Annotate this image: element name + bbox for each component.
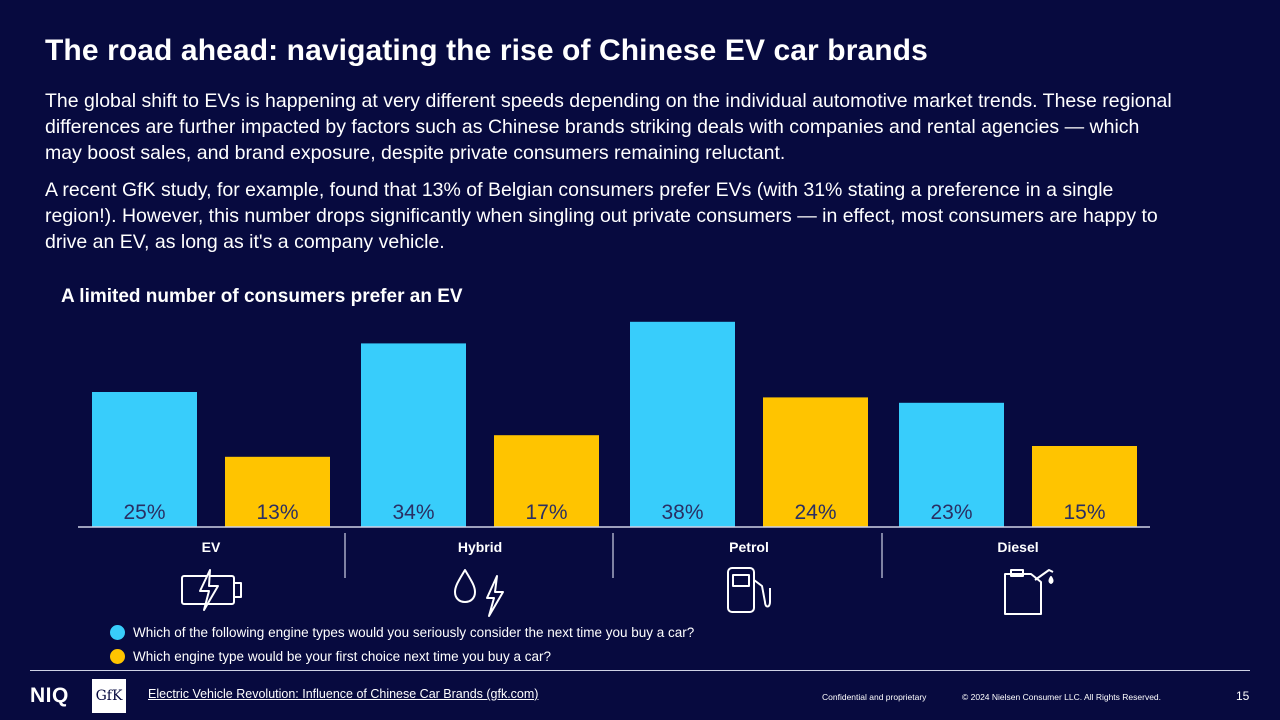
legend-swatch-consider <box>110 625 125 640</box>
battery-charging-icon <box>181 569 242 611</box>
copyright-note: © 2024 Nielsen Consumer LLC. All Rights … <box>962 692 1162 702</box>
data-label: 34% <box>392 501 434 524</box>
category-label-hybrid: Hybrid <box>458 539 502 555</box>
data-label: 25% <box>123 501 165 524</box>
footer-divider <box>30 670 1250 671</box>
page-number: 15 <box>1236 689 1250 703</box>
bar-diesel-consider <box>899 402 1004 527</box>
category-label-ev: EV <box>202 539 221 555</box>
legend-label-first-choice: Which engine type would be your first ch… <box>133 649 551 664</box>
bar-petrol-consider <box>630 321 735 527</box>
category-label-petrol: Petrol <box>729 539 769 555</box>
bar-ev-consider <box>92 392 197 527</box>
category-label-diesel: Diesel <box>997 539 1038 555</box>
jerrycan-icon <box>1004 569 1054 615</box>
bar-petrol-first-choice <box>763 397 868 527</box>
data-label: 17% <box>525 501 567 524</box>
data-label: 24% <box>794 501 836 524</box>
data-label: 23% <box>930 501 972 524</box>
chart-title: A limited number of consumers prefer an … <box>61 286 463 307</box>
page-title: The road ahead: navigating the rise of C… <box>45 34 928 67</box>
bar-hybrid-first-choice <box>494 435 599 527</box>
bar-chart: 25% 13% EV 34% 17% Hybrid 38% 24% Petrol 23% 15% Di… <box>78 321 1150 617</box>
confidential-note: Confidential and proprietary <box>822 692 927 702</box>
source-link[interactable]: Electric Vehicle Revolution: Influence o… <box>148 687 539 701</box>
bar-ev-first-choice <box>225 456 330 527</box>
gfk-logo: GfK <box>92 679 126 713</box>
legend-item-first-choice: Which engine type would be your first ch… <box>110 649 551 664</box>
fuel-pump-icon <box>727 567 771 613</box>
legend-swatch-first-choice <box>110 649 125 664</box>
bar-hybrid-consider <box>361 343 466 527</box>
bar-diesel-first-choice <box>1032 446 1137 527</box>
data-label: 15% <box>1063 501 1105 524</box>
data-label: 13% <box>256 501 298 524</box>
legend-item-consider: Which of the following engine types woul… <box>110 625 694 640</box>
legend-label-consider: Which of the following engine types woul… <box>133 625 695 640</box>
study-paragraph: A recent GfK study, for example, found t… <box>45 179 1158 253</box>
intro-paragraph: The global shift to EVs is happening at … <box>45 90 1172 164</box>
data-label: 38% <box>661 501 703 524</box>
fuel-drop-and-lightning-icon <box>454 569 504 617</box>
niq-logo: NIQ <box>30 684 69 707</box>
